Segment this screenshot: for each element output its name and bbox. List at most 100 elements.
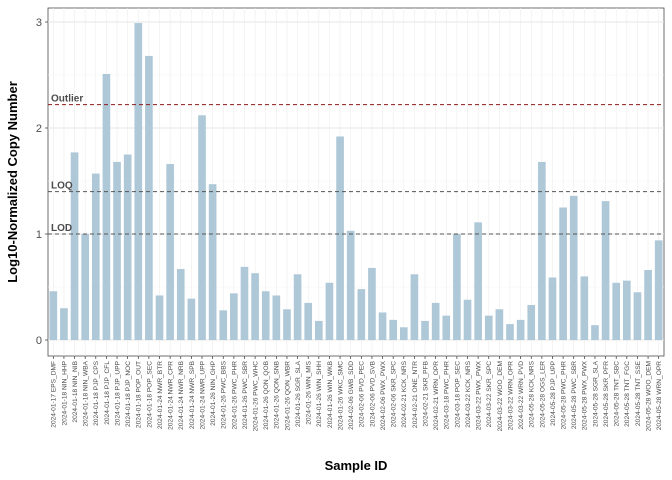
reference-lines: Outlier LOQ LOD [48,94,664,235]
bar [102,73,111,340]
x-tick-label: 2024-02-06 SKR_SPC [391,361,398,428]
bar [81,234,89,340]
x-tick-label: 2024-01-26 WKC_SMC [337,361,344,431]
bar [612,282,621,340]
y-axis: 0 1 2 3 [36,17,48,347]
bar [123,154,132,340]
bar [283,309,291,340]
reference-line-label: LOQ [51,181,73,192]
x-tick-label: 2024-05-28 TNT_SSE [635,360,642,426]
bar [601,201,610,340]
x-tick-label: 2024-05-28 KCK_NRS [529,360,536,427]
y-tick-label: 3 [36,17,42,29]
bar [198,115,206,340]
x-tick-label: 2024-01-26 QON_QOB [263,360,270,430]
bar [49,291,58,340]
bar [91,173,100,340]
x-tick-label: 2024-01-26 WIN_WKB [327,360,334,428]
bar [442,315,451,340]
x-tick-label: 2024-01-18 NIN_HHP [61,360,68,425]
x-tick-label: 2024-01-24 NWR_UPP [199,360,206,429]
bar [580,276,589,340]
x-tick-label: 2024-05-28 TNT_SBC [614,361,621,427]
bar [453,234,461,340]
x-tick-label: 2024-05-28 SGR_SLA [592,360,599,427]
bar [134,23,143,341]
x-tick-label: 2024-02-06 GWB_SDD [348,361,355,430]
x-tick-label: 2024-01-18 PJP_UPP [114,360,121,425]
x-tick-label: 2024-05-28 SKR_PFR [603,361,610,427]
x-tick-label: 2024-01-26 PWC_PHR [231,361,238,430]
x-tick-label: 2024-01-26 SGR_SLA [295,360,302,427]
x-tick-label: 2024-05-28 PJP_UPP [550,360,557,425]
x-tick-label: 2024-03-22 PWX_PWX [476,360,483,430]
bar [304,302,313,340]
x-tick-label: 2024-01-26 WIN_SHH [316,361,323,427]
x-tick-label: 2024-02-06 PVD_SVB [369,360,376,427]
bar [261,291,270,340]
x-tick-label: 2024-01-18 PJP_CFL [104,361,111,425]
x-tick-label: 2024-02-21 SKR_PFB [422,360,429,426]
bar [548,277,557,340]
x-axis: 2024-01-17 EPS_DMF 2024-01-18 NIN_HHP 2024… [51,356,663,431]
bar-series [49,23,663,341]
x-tick-label: 2024-03-22 SKR_SPC [486,361,493,428]
x-tick-label: 2024-01-18 NIN_WBA [83,360,90,426]
bar [368,267,376,340]
x-tick-label: 2024-01-26 QON_SNB [274,360,281,428]
x-tick-label: 2024-05-28 WOO_DEM [645,361,652,431]
x-tick-label: 2024-03-22 WRN_PVD [518,361,525,430]
bar [346,230,355,340]
x-tick-label: 2024-01-26 PWC_WHC [253,361,260,432]
y-tick-label: 0 [36,335,42,347]
x-tick-label: 2024-03-18 POP_SEC [454,361,461,428]
bar [506,324,514,340]
bar [240,266,249,340]
x-tick-label: 2024-01-26 NIN_GHP [210,360,217,425]
x-tick-label: 2024-03-22 KCK_NRS [465,360,472,427]
bar [208,184,217,340]
y-tick-label: 1 [36,229,42,241]
x-tick-label: 2024-01-26 PWC_SBR [242,361,249,429]
bar [251,273,259,340]
bar [389,319,397,340]
x-tick-label: 2024-05-28 TNT_FGC [624,361,631,427]
x-tick-label: 2024-03-22 WOO_DEM [497,361,504,431]
x-tick-label: 2024-01-18 NIN_NIB [72,360,79,422]
x-tick-label: 2024-01-17 EPS_DMF [51,361,58,428]
reference-line-label: LOD [51,223,72,234]
reference-line-label: Outlier [51,94,83,105]
bar [559,207,567,340]
x-tick-label: 2024-01-18 PJP_NOC [125,361,132,427]
x-tick-label: 2024-01-24 NWR_NRB [178,360,185,429]
y-tick-label: 2 [36,123,42,135]
bar [219,310,228,340]
x-tick-label: 2024-05-28 PWC_SBR [571,361,578,429]
x-tick-label: 2024-01-18 PJP_CPS [93,360,100,425]
bar [484,315,493,340]
x-tick-label: 2024-05-28 WRN_OPR [656,361,663,431]
x-tick-label: 2024-02-21 WRN_OPR [433,361,440,431]
x-tick-label: 2024-05-28 PWX_PWX [582,360,589,430]
x-tick-label: 2024-01-18 POP_OUT [136,361,143,428]
x-tick-label: 2024-03-18 PWC_PHR [444,361,451,430]
bar [516,319,525,340]
bar [166,164,174,340]
x-tick-label: 2024-01-24 NWR_CPR [168,361,175,430]
bar [623,280,631,340]
x-tick-label: 2024-01-26 QON_WBR [284,361,291,431]
x-tick-label: 2024-01-26 PWC_BBS [221,360,228,428]
bar [113,161,121,340]
bar [336,136,344,340]
bar [187,298,196,340]
bar [357,289,366,340]
bar [421,320,429,340]
x-tick-label: 2024-03-22 WRN_OPR [507,361,514,431]
bar [378,312,387,340]
bar [633,292,642,340]
bar [272,295,281,340]
x-tick-label: 2024-02-21 ONE_NTR [412,361,419,428]
bar [463,299,472,340]
bar [293,274,302,340]
